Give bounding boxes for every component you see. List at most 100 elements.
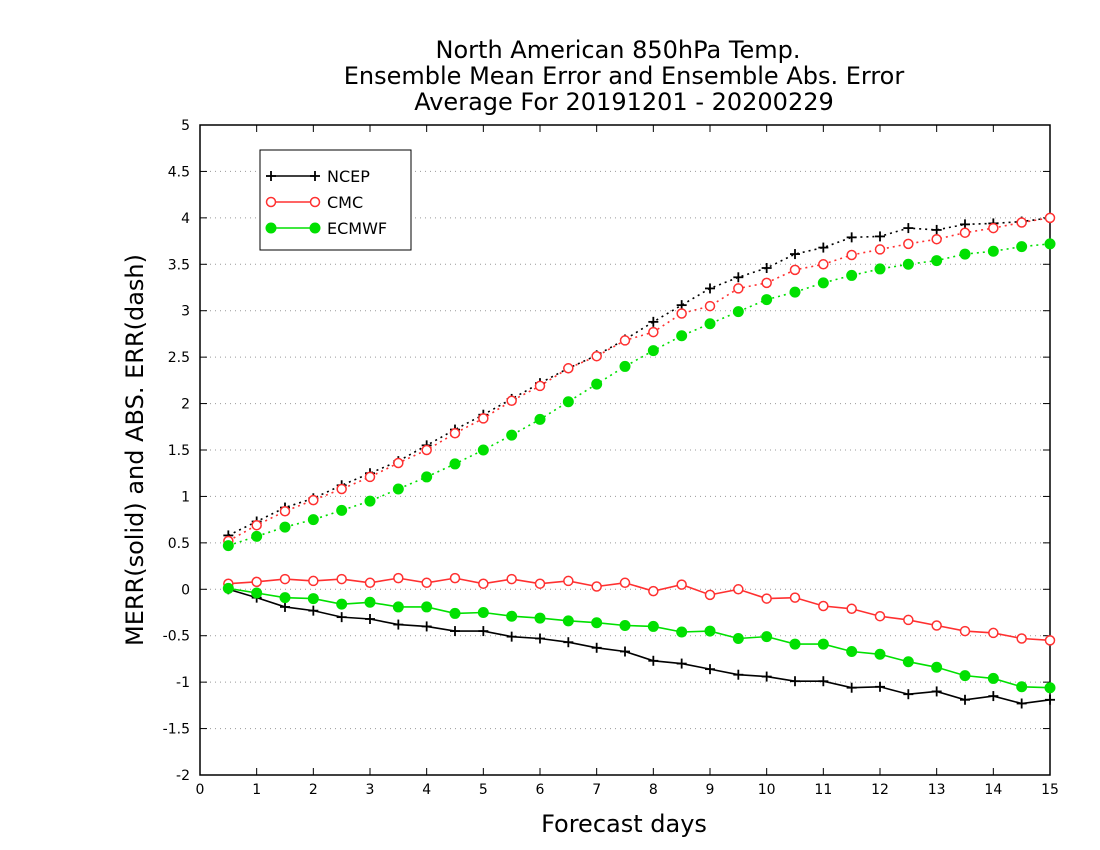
point-ncep-mean-error bbox=[960, 694, 970, 705]
x-tick-label: 2 bbox=[309, 782, 318, 798]
point-ecmwf-abs-error bbox=[307, 514, 319, 526]
point-ncep-mean-error bbox=[648, 655, 659, 666]
point-ncep-mean-error bbox=[421, 621, 432, 632]
x-tick-label: 7 bbox=[592, 782, 601, 798]
point-cmc-abs-error bbox=[308, 494, 319, 506]
point-ecmwf-abs-error bbox=[477, 444, 489, 456]
point-cmc-abs-error bbox=[506, 395, 517, 407]
legend-box bbox=[259, 149, 412, 251]
legend: NCEP CMC ECMWF bbox=[259, 149, 412, 251]
point-ecmwf-abs-error bbox=[647, 345, 659, 357]
point-cmc-mean-error bbox=[478, 578, 489, 589]
point-ecmwf-abs-error bbox=[931, 255, 943, 267]
point-ncep-mean-error bbox=[393, 619, 404, 630]
series-ecmwf bbox=[222, 238, 1056, 694]
x-tick-label: 8 bbox=[649, 782, 658, 798]
y-tick-label: 4.5 bbox=[168, 164, 190, 180]
point-ecmwf-abs-error bbox=[222, 540, 234, 552]
x-tick-label: 3 bbox=[366, 782, 375, 798]
point-ecmwf-mean-error bbox=[789, 638, 801, 650]
point-ecmwf-mean-error bbox=[874, 648, 886, 660]
title-line-2: Ensemble Mean Error and Ensemble Abs. Er… bbox=[344, 62, 905, 90]
point-cmc-mean-error bbox=[421, 577, 432, 589]
point-ncep-mean-error bbox=[1045, 694, 1055, 705]
point-ecmwf-mean-error bbox=[761, 631, 773, 643]
point-cmc-abs-error bbox=[1044, 212, 1056, 224]
point-ncep-abs-error bbox=[818, 242, 829, 253]
point-ecmwf-mean-error bbox=[676, 626, 688, 638]
point-ecmwf-mean-error bbox=[1016, 681, 1028, 693]
point-ecmwf-mean-error bbox=[931, 661, 943, 673]
legend-item-ncep: NCEP bbox=[266, 167, 370, 186]
point-ncep-mean-error bbox=[733, 669, 744, 680]
point-cmc-abs-error bbox=[251, 519, 262, 531]
point-ecmwf-abs-error bbox=[336, 504, 348, 516]
x-tick-label: 13 bbox=[928, 782, 946, 798]
y-tick-label: 4 bbox=[181, 211, 190, 227]
series-cmc-mean-error-line bbox=[228, 577, 1051, 642]
point-cmc-abs-error bbox=[931, 233, 942, 245]
point-cmc-mean-error bbox=[988, 627, 999, 639]
point-cmc-mean-error bbox=[534, 578, 546, 589]
point-ncep-abs-error bbox=[846, 232, 857, 243]
point-ncep-abs-error bbox=[931, 224, 942, 235]
point-ecmwf-mean-error bbox=[704, 625, 716, 637]
point-ecmwf-mean-error bbox=[336, 598, 348, 610]
point-cmc-abs-error bbox=[789, 264, 801, 276]
legend-marker-ncep bbox=[310, 171, 320, 181]
point-cmc-mean-error bbox=[874, 610, 886, 622]
point-ecmwf-abs-error bbox=[959, 248, 971, 260]
point-ncep-mean-error bbox=[563, 637, 574, 648]
point-cmc-abs-error bbox=[733, 283, 744, 294]
point-ecmwf-mean-error bbox=[534, 612, 546, 624]
point-ecmwf-mean-error bbox=[562, 615, 574, 627]
x-tick-label: 1 bbox=[252, 782, 261, 798]
point-ecmwf-mean-error bbox=[279, 592, 291, 604]
x-tick-label: 15 bbox=[1041, 782, 1059, 798]
point-ncep-abs-error bbox=[705, 283, 715, 294]
y-tick-label: 2 bbox=[181, 397, 190, 413]
point-ecmwf-mean-error bbox=[449, 607, 461, 619]
point-ecmwf-mean-error bbox=[222, 582, 234, 594]
series-ecmwf-mean-error-line bbox=[228, 587, 1051, 689]
point-ncep-abs-error bbox=[648, 316, 659, 327]
y-tick-label: 3 bbox=[181, 304, 190, 320]
point-cmc-abs-error bbox=[364, 471, 376, 483]
point-ncep-abs-error bbox=[903, 223, 914, 234]
point-cmc-abs-error bbox=[534, 380, 546, 392]
point-cmc-mean-error bbox=[1044, 635, 1056, 646]
point-ecmwf-mean-error bbox=[392, 601, 404, 613]
point-cmc-mean-error bbox=[761, 593, 772, 604]
point-ecmwf-abs-error bbox=[534, 413, 546, 425]
point-cmc-abs-error bbox=[336, 483, 347, 495]
point-ecmwf-mean-error bbox=[846, 646, 858, 657]
point-ecmwf-abs-error bbox=[817, 277, 829, 289]
point-ncep-mean-error bbox=[620, 646, 630, 657]
point-ncep-mean-error bbox=[705, 664, 715, 675]
point-ecmwf-abs-error bbox=[279, 521, 291, 533]
point-cmc-mean-error bbox=[619, 577, 631, 589]
point-ncep-mean-error bbox=[931, 686, 942, 697]
series-ncep-abs-error-line bbox=[227, 217, 1051, 537]
point-ecmwf-mean-error bbox=[421, 601, 433, 613]
point-cmc-abs-error bbox=[591, 350, 602, 362]
point-ecmwf-abs-error bbox=[1044, 238, 1056, 250]
point-ecmwf-abs-error bbox=[846, 269, 858, 281]
point-cmc-abs-error bbox=[648, 326, 659, 338]
point-cmc-abs-error bbox=[1016, 217, 1027, 228]
point-cmc-abs-error bbox=[619, 335, 631, 346]
point-cmc-abs-error bbox=[959, 227, 971, 238]
point-ncep-abs-error bbox=[761, 263, 772, 273]
x-axis: 0 1 2 3 4 5 6 7 8 9 10 11 12 13 14 15 bbox=[196, 125, 1059, 798]
y-tick-label: -1.5 bbox=[163, 722, 190, 738]
point-cmc-abs-error bbox=[449, 428, 461, 439]
point-cmc-mean-error bbox=[449, 572, 461, 584]
y-tick-label: 5 bbox=[181, 118, 190, 134]
point-ncep-abs-error bbox=[790, 249, 800, 260]
series-layer bbox=[222, 212, 1056, 709]
point-ecmwf-abs-error bbox=[732, 306, 744, 318]
legend-marker-cmc bbox=[265, 196, 277, 208]
point-cmc-mean-error bbox=[818, 600, 829, 612]
point-ncep-mean-error bbox=[676, 658, 687, 669]
